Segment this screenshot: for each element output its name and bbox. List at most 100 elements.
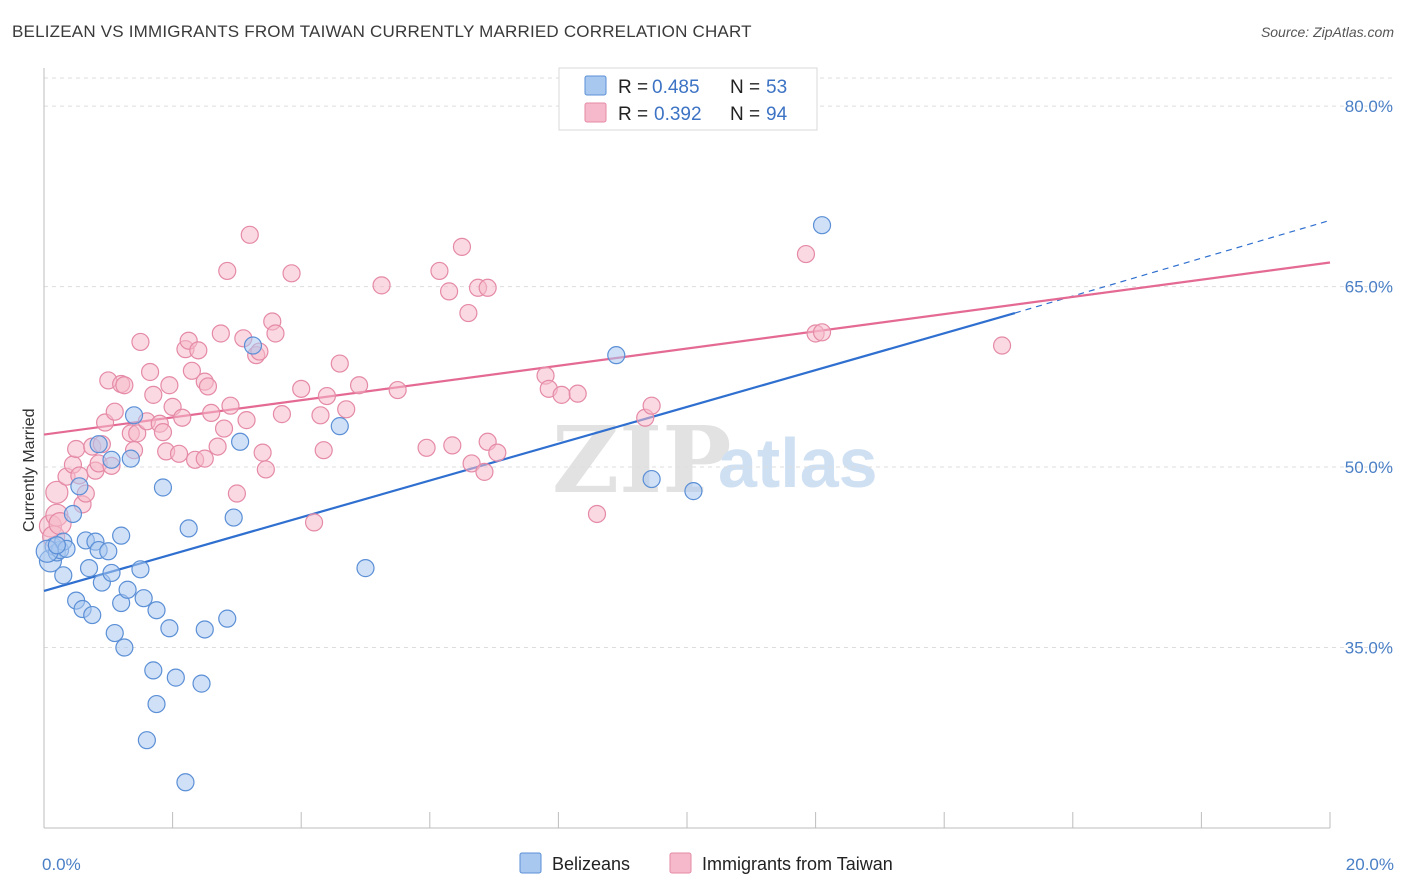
y-tick-label-3: 35.0% <box>1345 639 1393 658</box>
taiwan-point-85 <box>568 384 587 403</box>
y-axis-title: Currently Married <box>21 408 38 532</box>
y-tick-label-2: 50.0% <box>1345 458 1393 477</box>
axes <box>43 68 1331 829</box>
taiwan-point-34 <box>173 408 192 427</box>
belizean-point-27 <box>124 406 144 425</box>
bottom-legend: Belizeans Immigrants from Taiwan <box>519 852 893 874</box>
taiwan-point-20 <box>115 376 134 395</box>
taiwan-point-71 <box>430 261 449 281</box>
taiwan-point-73 <box>443 436 462 455</box>
belizean-point-19 <box>102 563 121 583</box>
belizean-point-23 <box>112 526 131 545</box>
taiwan-point-66 <box>337 400 356 419</box>
taiwan-point-23 <box>128 424 147 443</box>
belizean-point-32 <box>147 601 166 620</box>
belizean-point-37 <box>192 674 211 693</box>
taiwan-point-43 <box>208 437 227 456</box>
legend-r-value-1: 0.485 <box>652 77 700 98</box>
x-tick-label-0: 0.0% <box>42 855 81 874</box>
legend-r-label-2: R = <box>618 104 648 125</box>
taiwan-point-89 <box>796 244 816 264</box>
belizean-point-45 <box>137 731 156 750</box>
taiwan-point-42 <box>202 403 221 423</box>
belizean-point-9 <box>70 477 89 496</box>
taiwan-point-61 <box>304 513 324 532</box>
belizean-point-46 <box>176 773 195 792</box>
taiwan-point-45 <box>214 419 234 438</box>
taiwan-point-79 <box>462 454 481 473</box>
taiwan-point-46 <box>218 261 237 281</box>
taiwan-point-63 <box>314 441 333 460</box>
belizean-point-48 <box>642 469 661 489</box>
taiwan-point-81 <box>488 443 507 462</box>
taiwan-point-24 <box>131 332 150 352</box>
belizean-point-16 <box>89 435 108 454</box>
taiwan-point-18 <box>105 402 124 421</box>
series-belizeans-points <box>35 216 832 792</box>
taiwan-point-51 <box>240 225 259 244</box>
taiwan-point-3 <box>45 480 69 504</box>
belizean-point-31 <box>147 694 166 714</box>
tick-labels: 80.0% 65.0% 50.0% 35.0% 0.0% 20.0% <box>42 97 1394 874</box>
taiwan-point-29 <box>153 423 173 442</box>
legend-r-value-2: 0.392 <box>654 104 702 125</box>
gridlines <box>44 77 1394 649</box>
taiwan-point-48 <box>227 484 246 503</box>
belizean-point-33 <box>153 478 173 497</box>
belizean-point-18 <box>99 542 118 561</box>
belizean-point-36 <box>179 519 198 538</box>
belizean-point-24 <box>115 638 134 657</box>
taiwan-point-62 <box>311 406 330 425</box>
legend-n-value-1: 53 <box>766 77 787 98</box>
belizean-point-5 <box>54 566 73 585</box>
belizean-point-34 <box>160 619 179 638</box>
taiwan-point-84 <box>552 385 571 404</box>
taiwan-point-50 <box>237 411 256 430</box>
legend-swatch-taiwan <box>584 102 607 123</box>
taiwan-point-68 <box>372 276 391 295</box>
legend-n-label-2: N = <box>730 104 760 125</box>
taiwan-point-91 <box>812 323 832 342</box>
x-tick-label-1: 20.0% <box>1346 855 1394 874</box>
taiwan-point-26 <box>140 362 160 382</box>
taiwan-point-69 <box>388 380 407 400</box>
taiwan-point-59 <box>282 264 301 283</box>
belizean-point-28 <box>131 560 150 579</box>
taiwan-point-58 <box>272 405 292 424</box>
belizean-point-30 <box>144 661 163 680</box>
chart-title: BELIZEAN VS IMMIGRANTS FROM TAIWAN CURRE… <box>12 22 752 41</box>
taiwan-point-54 <box>253 443 272 462</box>
belizean-point-52 <box>47 536 66 555</box>
belizean-point-29 <box>134 589 153 608</box>
belizean-point-43 <box>330 417 349 436</box>
belizean-point-12 <box>79 559 99 578</box>
trendlines <box>43 219 1331 593</box>
taiwan-point-86 <box>587 504 607 524</box>
bottom-legend-label-taiwan: Immigrants from Taiwan <box>702 854 893 874</box>
legend-r-label-1: R = <box>618 77 648 98</box>
belizean-point-47 <box>607 346 626 365</box>
y-tick-label-0: 80.0% <box>1345 97 1393 116</box>
taiwan-point-27 <box>144 385 163 404</box>
taiwan-point-44 <box>211 324 230 343</box>
belizean-point-39 <box>218 609 237 628</box>
taiwan-point-67 <box>349 376 369 395</box>
taiwan-point-39 <box>189 341 208 360</box>
taiwan-point-92 <box>992 336 1012 355</box>
taiwan-point-70 <box>417 438 436 457</box>
taiwan-point-80 <box>475 462 494 481</box>
trendline-taiwan <box>43 261 1331 436</box>
belizean-point-25 <box>118 580 137 599</box>
taiwan-point-77 <box>478 278 497 297</box>
taiwan-point-93 <box>195 449 214 468</box>
watermark-atlas: atlas <box>718 424 878 502</box>
taiwan-point-88 <box>642 396 661 415</box>
taiwan-point-60 <box>292 379 311 398</box>
belizean-point-21 <box>105 623 124 643</box>
trendline-belizeans <box>43 311 1016 593</box>
belizean-point-50 <box>812 216 832 235</box>
belizean-point-40 <box>224 508 243 527</box>
taiwan-point-72 <box>439 282 459 301</box>
belizean-point-41 <box>231 432 250 451</box>
taiwan-point-31 <box>160 376 179 395</box>
